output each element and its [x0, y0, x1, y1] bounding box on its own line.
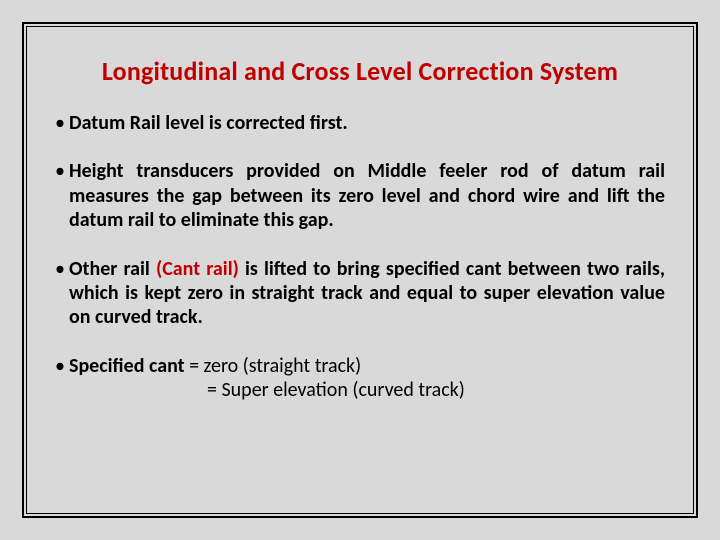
bullet-dot: •: [55, 354, 69, 403]
eq-line-2: = Super elevation (curved track): [69, 378, 665, 402]
slide-title: Longitudinal and Cross Level Correction …: [55, 55, 665, 87]
eq-line-1: = zero (straight track): [185, 354, 362, 378]
bullet-2: • Height transducers provided on Middle …: [55, 159, 665, 232]
bullet-4: • Specified cant = zero (straight track)…: [55, 354, 665, 403]
slide-content: Longitudinal and Cross Level Correction …: [26, 26, 694, 514]
bullet-1: • Datum Rail level is corrected first.: [55, 111, 665, 135]
bullet-2-text: Height transducers provided on Middle fe…: [69, 159, 665, 232]
bullet-3-pre: Other rail: [69, 257, 156, 281]
bullet-4-text: Specified cant = zero (straight track)= …: [69, 354, 665, 403]
bullet-1-text: Datum Rail level is corrected first.: [69, 111, 665, 135]
bullet-3: • Other rail (Cant rail) is lifted to br…: [55, 257, 665, 330]
specified-cant-label: Specified cant: [69, 354, 185, 378]
bullet-dot: •: [55, 257, 69, 330]
bullet-3-text: Other rail (Cant rail) is lifted to brin…: [69, 257, 665, 330]
bullet-dot: •: [55, 159, 69, 232]
bullet-dot: •: [55, 111, 69, 135]
cant-rail-highlight: (Cant rail): [156, 257, 239, 281]
